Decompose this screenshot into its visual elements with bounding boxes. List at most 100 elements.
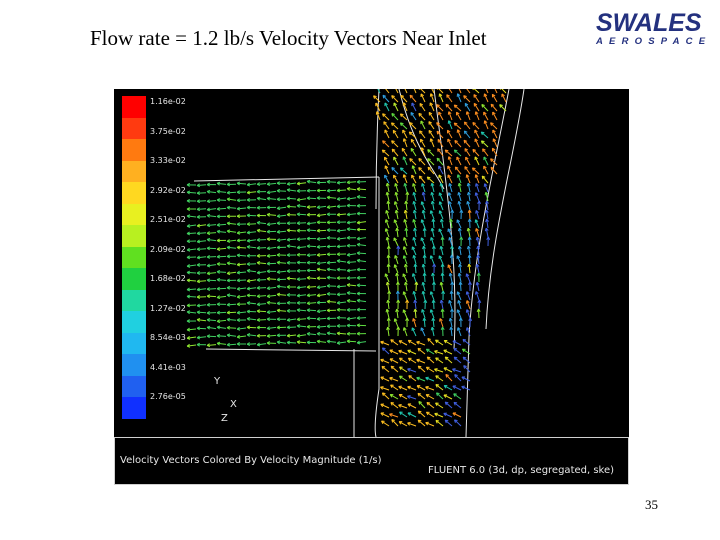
velocity-vector — [276, 340, 287, 345]
velocity-vector — [356, 307, 367, 312]
velocity-vector — [306, 205, 317, 209]
legend-swatch — [122, 225, 146, 248]
geometry-edge — [193, 176, 380, 182]
velocity-vector — [336, 267, 347, 272]
velocity-vector — [186, 310, 197, 315]
velocity-vector — [326, 179, 337, 184]
velocity-vector — [430, 191, 435, 202]
velocity-vector — [421, 183, 426, 193]
velocity-vector — [306, 236, 317, 241]
velocity-vector — [447, 174, 453, 184]
velocity-vector — [490, 122, 498, 130]
color-legend — [122, 96, 146, 420]
velocity-vector — [438, 111, 444, 121]
velocity-vector — [336, 331, 347, 336]
velocity-vector — [455, 111, 462, 121]
velocity-vector — [456, 174, 462, 184]
velocity-vector — [383, 121, 390, 130]
velocity-vector — [186, 270, 197, 275]
velocity-vector — [413, 227, 417, 238]
velocity-vector — [246, 301, 257, 306]
legend-swatch — [122, 117, 146, 140]
velocity-vector — [404, 227, 409, 238]
velocity-vector — [246, 268, 257, 273]
velocity-vector — [467, 263, 472, 274]
velocity-vector — [216, 286, 227, 291]
legend-swatch — [122, 96, 146, 119]
velocity-vector — [276, 221, 287, 226]
velocity-vector — [448, 183, 453, 193]
velocity-vector — [407, 367, 417, 373]
velocity-vector — [474, 129, 480, 139]
velocity-vector — [206, 231, 217, 236]
velocity-vector — [266, 222, 277, 227]
velocity-vector — [226, 317, 237, 322]
velocity-vector — [256, 220, 267, 225]
velocity-vector — [246, 197, 257, 202]
velocity-vector — [420, 138, 426, 148]
velocity-vector — [276, 301, 287, 306]
velocity-vector — [429, 291, 435, 301]
velocity-vector — [418, 167, 426, 175]
velocity-vector — [256, 342, 267, 347]
velocity-vector — [490, 158, 498, 166]
velocity-vector — [426, 356, 435, 364]
velocity-vector — [286, 300, 297, 305]
velocity-vector — [401, 147, 408, 157]
velocity-vector — [475, 236, 480, 247]
velocity-vector — [385, 236, 390, 247]
velocity-vector — [256, 302, 267, 307]
velocity-vector — [494, 89, 498, 94]
velocity-vector — [356, 323, 367, 328]
velocity-vector — [375, 111, 381, 121]
velocity-vector — [266, 300, 277, 305]
velocity-vector — [256, 318, 267, 322]
velocity-vector — [346, 283, 357, 288]
velocity-vector — [465, 291, 471, 301]
velocity-vector — [457, 182, 462, 193]
velocity-vector — [464, 148, 471, 157]
velocity-vector — [499, 89, 507, 94]
velocity-vector — [266, 333, 277, 338]
velocity-vector — [435, 339, 444, 346]
velocity-vector — [395, 272, 400, 283]
velocity-vector — [395, 290, 400, 301]
velocity-vector — [422, 254, 427, 265]
velocity-vector — [306, 253, 317, 258]
velocity-vector — [226, 214, 237, 219]
velocity-vector — [226, 271, 237, 276]
velocity-vector — [466, 191, 471, 202]
velocity-vector — [286, 317, 297, 322]
velocity-vector — [196, 255, 207, 260]
cfd-visualization: 1.16e-02 3.75e-02 3.33e-02 2.92e-02 2.51e-02… — [114, 89, 629, 485]
velocity-vector — [464, 89, 471, 94]
velocity-vector — [420, 327, 426, 337]
velocity-vector — [411, 327, 417, 337]
velocity-vector — [431, 218, 436, 229]
velocity-vector — [403, 218, 408, 229]
velocity-vector — [443, 412, 453, 418]
velocity-vector — [436, 157, 444, 166]
velocity-vector — [402, 291, 408, 301]
velocity-vector — [418, 157, 426, 166]
velocity-vector — [306, 188, 317, 193]
velocity-vector — [346, 220, 357, 225]
velocity-vector — [399, 122, 408, 130]
velocity-vector — [256, 196, 267, 201]
velocity-vector — [440, 272, 445, 283]
velocity-vector — [226, 190, 237, 195]
velocity-vector — [226, 342, 237, 347]
velocity-vector — [226, 221, 237, 226]
velocity-vector — [480, 131, 489, 139]
velocity-vector — [393, 102, 399, 112]
velocity-vector — [439, 299, 444, 310]
velocity-vector — [398, 403, 408, 409]
velocity-vector — [482, 148, 489, 157]
velocity-vector — [399, 113, 408, 121]
velocity-vector — [266, 341, 277, 346]
velocity-vector — [256, 309, 267, 314]
velocity-vector — [425, 348, 435, 355]
velocity-vector — [431, 317, 436, 328]
velocity-vector — [236, 342, 247, 346]
velocity-vector — [403, 209, 408, 220]
